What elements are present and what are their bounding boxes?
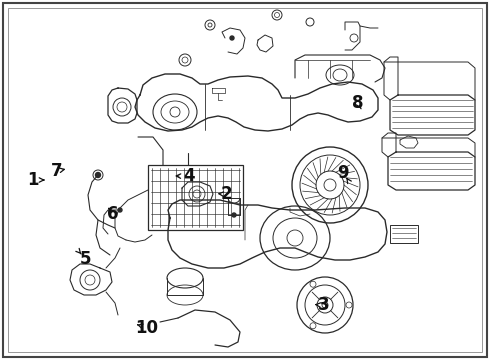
Text: 2: 2 xyxy=(220,185,232,203)
Text: 10: 10 xyxy=(136,319,158,337)
Circle shape xyxy=(118,208,122,212)
Text: 1: 1 xyxy=(27,171,39,189)
Circle shape xyxy=(230,36,234,40)
Circle shape xyxy=(232,213,236,217)
Text: 7: 7 xyxy=(50,162,62,180)
Text: 6: 6 xyxy=(107,205,119,223)
Bar xyxy=(148,165,243,230)
Text: 3: 3 xyxy=(318,296,329,314)
Text: 5: 5 xyxy=(80,250,92,268)
Text: 9: 9 xyxy=(337,164,349,182)
Text: 8: 8 xyxy=(352,94,364,112)
Circle shape xyxy=(96,172,100,177)
Bar xyxy=(390,225,418,243)
Text: 4: 4 xyxy=(183,167,195,185)
